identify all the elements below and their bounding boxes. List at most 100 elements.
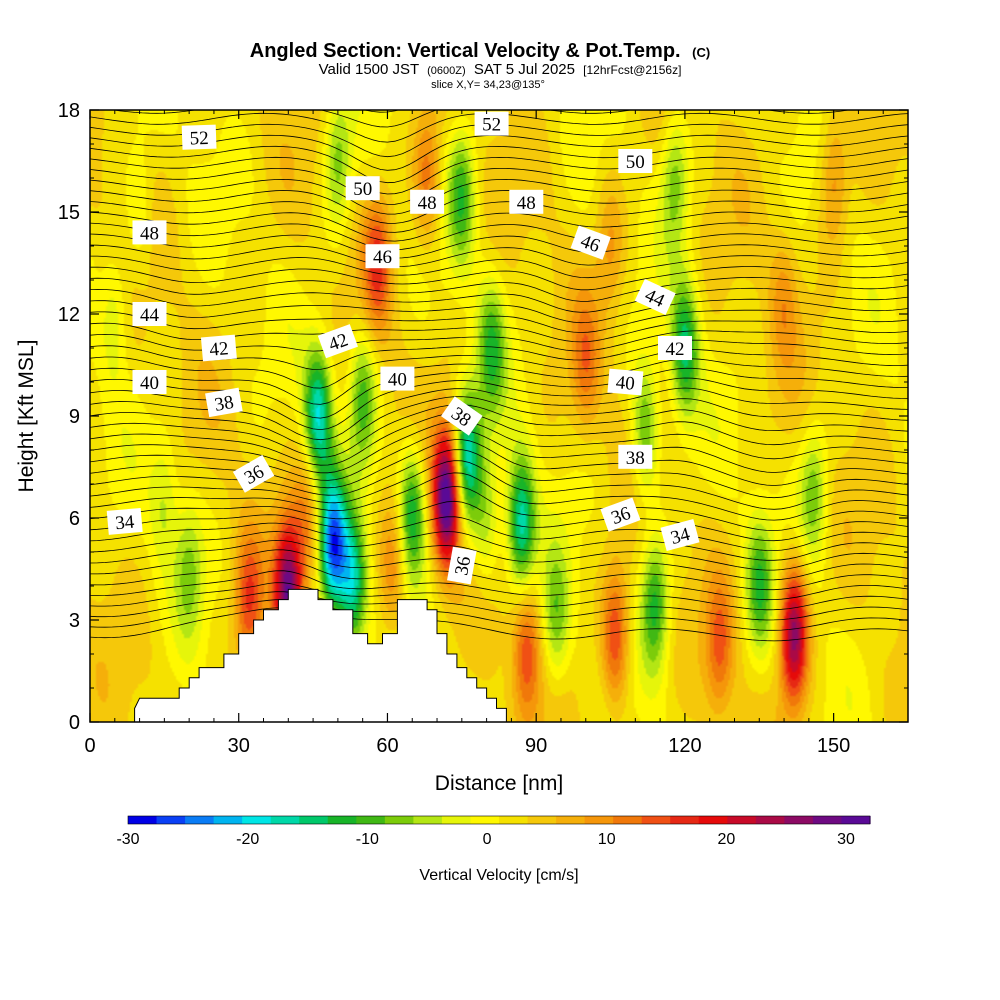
- contour-label-box: [317, 324, 358, 359]
- theta-contour-line: [90, 178, 908, 215]
- colorbar-swatch: [299, 816, 329, 824]
- valid-prefix: Valid 1500 JST: [319, 61, 419, 78]
- theta-contour-line: [90, 320, 908, 343]
- contour-label-text: 46: [373, 247, 392, 268]
- contour-label: 36: [600, 497, 641, 532]
- contour-label-text: 52: [482, 115, 501, 136]
- y-tick-label: 9: [69, 406, 80, 428]
- theta-contour-line: [90, 591, 908, 621]
- colorbar-swatch: [128, 816, 158, 824]
- x-tick-label: 150: [817, 735, 850, 757]
- colorbar-tick-label: 20: [717, 831, 735, 848]
- colorbar-swatch: [213, 816, 243, 824]
- contour-label-text: 44: [140, 305, 160, 326]
- chart-title: Angled Section: Vertical Velocity & Pot.…: [250, 40, 710, 62]
- contour-label: 48: [410, 189, 445, 214]
- colorbar-frame: [127, 815, 871, 825]
- contour-label-text: 34: [114, 512, 135, 535]
- contour-label-text: 48: [517, 193, 536, 214]
- contour-label-box: [232, 454, 275, 493]
- colorbar-swatch: [441, 816, 472, 824]
- chart-subtitle: Valid 1500 JST (0600Z) SAT 5 Jul 2025 [1…: [319, 61, 682, 78]
- contour-label: 36: [447, 546, 477, 585]
- slice-info: slice X,Y= 34,23@135°: [431, 79, 545, 91]
- colorbar-swatch: [698, 816, 728, 824]
- x-tick-label: 90: [525, 735, 547, 757]
- colorbar-swatch: [499, 816, 529, 824]
- contour-label-box: [181, 124, 217, 150]
- contour-label: 40: [607, 368, 644, 396]
- contour-label-box: [410, 189, 445, 214]
- contour-label-box: [440, 396, 483, 436]
- colorbar-swatch: [812, 816, 843, 824]
- contour-label-box: [447, 546, 477, 585]
- colorbar-tick-label: -10: [356, 831, 379, 848]
- colorbar-swatch: [613, 816, 643, 824]
- contour-label: 42: [317, 324, 358, 359]
- title-main: Angled Section: Vertical Velocity & Pot.…: [250, 40, 681, 62]
- x-tick-label: 120: [668, 735, 701, 757]
- colorbar-tick-label: -30: [116, 831, 139, 848]
- colorbar-swatch: [270, 816, 300, 824]
- theta-contour-line: [90, 404, 908, 458]
- y-tick-label: 6: [69, 508, 80, 530]
- colorbar-swatch: [185, 816, 215, 824]
- contour-label-text: 38: [213, 392, 235, 416]
- colorbar-swatch: [641, 816, 671, 824]
- colorbar-tick-label: 10: [598, 831, 616, 848]
- contour-label-box: [106, 507, 143, 535]
- contour-label: 48: [132, 220, 167, 245]
- colorbar-swatch: [242, 816, 272, 824]
- x-tick-label: 0: [84, 735, 95, 757]
- theta-contour-line: [90, 200, 908, 233]
- theta-contour-line: [90, 549, 908, 581]
- colorbar-swatch: [413, 816, 443, 824]
- theta-contour-line: [90, 460, 908, 510]
- x-axis: 0 30 60 90 120 150: [84, 110, 884, 757]
- valid-utc: (0600Z): [427, 65, 466, 77]
- contour-label-text: 48: [418, 193, 437, 214]
- theta-contour-line: [90, 134, 908, 171]
- contour-label: 40: [132, 370, 167, 394]
- colorbar-swatch: [327, 816, 357, 824]
- title-main-suffix: (C): [692, 45, 710, 60]
- contour-label: 36: [232, 454, 275, 493]
- y-tick-label: 15: [58, 202, 80, 224]
- contour-label-box: [365, 244, 400, 269]
- contour-label: 34: [106, 507, 143, 535]
- colorbar-tick-label: -20: [236, 831, 259, 848]
- y-axis: 0 36 9 12 15 18: [58, 100, 908, 734]
- contour-label-text: 36: [451, 555, 475, 577]
- y-tick-label: 18: [58, 100, 80, 122]
- theta-contour-line: [90, 540, 908, 571]
- valid-date: SAT 5 Jul 2025: [474, 61, 575, 78]
- colorbar-swatch: [755, 816, 785, 824]
- colorbar-swatch: [841, 816, 871, 824]
- contour-label-box: [634, 278, 676, 316]
- contour-label: 52: [181, 124, 217, 150]
- theta-contour-line: [90, 412, 908, 466]
- contour-label-text: 52: [189, 128, 209, 150]
- theta-contour-line: [90, 559, 908, 591]
- theta-contour-line: [90, 266, 908, 291]
- contour-label: 44: [132, 302, 167, 326]
- contour-label-box: [658, 336, 692, 360]
- contour-label: 50: [345, 176, 380, 201]
- theta-contour-line: [90, 599, 908, 631]
- contour-label: 34: [660, 519, 700, 551]
- contour-label-text: 42: [666, 339, 685, 360]
- contour-label: 46: [570, 225, 611, 260]
- contour-label: 50: [618, 149, 653, 173]
- y-tick-label: 0: [69, 712, 80, 734]
- y-tick-label: 12: [58, 304, 80, 326]
- contour-label-box: [509, 189, 544, 214]
- contour-label-box: [205, 387, 243, 418]
- contour-label-text: 40: [388, 370, 407, 391]
- colorbar-swatch: [470, 816, 500, 824]
- contour-label: 38: [618, 444, 653, 469]
- contour-label-box: [380, 366, 415, 391]
- contour-label-text: 42: [209, 338, 230, 361]
- contour-label-text: 40: [615, 372, 636, 395]
- colorbar-swatch: [384, 816, 414, 824]
